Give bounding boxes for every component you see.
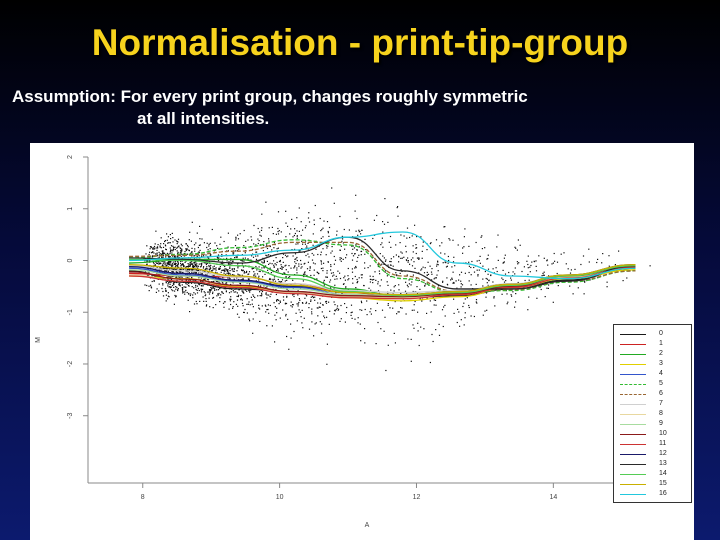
- legend-entry: 5: [614, 379, 691, 389]
- y-tick-label: -1: [67, 309, 74, 315]
- slide-title: Normalisation - print-tip-group: [91, 22, 629, 63]
- legend-swatch: [620, 404, 646, 405]
- legend-entry: 3: [614, 359, 691, 369]
- legend-swatch: [620, 484, 646, 485]
- legend-label: 5: [659, 380, 663, 387]
- legend-label: 10: [659, 430, 667, 437]
- plot-panel: 2 1 0 -1 -2 -3 8 10 12 14 A M 0 1 2 3 4 5 6 7 8 9 10 11 12 13 14 1…: [30, 143, 694, 540]
- legend-entry: 14: [614, 469, 691, 479]
- legend-swatch: [620, 394, 646, 395]
- assumption-line1: Assumption: For every print group, chang…: [12, 87, 528, 106]
- series-line-13: [129, 236, 636, 290]
- legend-label: 13: [659, 460, 667, 467]
- legend-swatch: [620, 464, 646, 465]
- legend-label: 4: [659, 370, 663, 377]
- y-tick-label: 0: [67, 258, 74, 262]
- legend-label: 7: [659, 400, 663, 407]
- legend-swatch: [620, 454, 646, 455]
- legend-entry: 11: [614, 439, 691, 449]
- legend-entry: 7: [614, 399, 691, 409]
- legend-swatch: [620, 334, 646, 335]
- legend-entry: 8: [614, 409, 691, 419]
- x-axis-label: A: [365, 522, 370, 529]
- legend-label: 3: [659, 360, 663, 367]
- legend-label: 0: [659, 330, 663, 337]
- legend-label: 12: [659, 450, 667, 457]
- legend-entry: 0: [614, 329, 691, 339]
- legend-swatch: [620, 424, 646, 425]
- legend-label: 8: [659, 410, 663, 417]
- legend-entry: 2: [614, 349, 691, 359]
- legend-label: 14: [659, 470, 667, 477]
- legend-label: 6: [659, 390, 663, 397]
- legend-label: 15: [659, 480, 667, 487]
- series-line-16: [129, 231, 636, 280]
- legend-swatch: [620, 384, 646, 385]
- legend-swatch: [620, 354, 646, 355]
- legend-entry: 4: [614, 369, 691, 379]
- y-tick-label: -2: [67, 361, 74, 367]
- legend-swatch: [620, 474, 646, 475]
- legend-swatch: [620, 374, 646, 375]
- legend-label: 16: [659, 490, 667, 497]
- legend-entry: 6: [614, 389, 691, 399]
- y-tick-label: 2: [67, 155, 74, 159]
- legend-label: 2: [659, 350, 663, 357]
- x-tick-label: 14: [549, 494, 557, 501]
- legend-label: 1: [659, 340, 663, 347]
- legend-swatch: [620, 414, 646, 415]
- legend-swatch: [620, 364, 646, 365]
- legend-label: 9: [659, 420, 663, 427]
- legend-entry: 13: [614, 459, 691, 469]
- legend-entry: 1: [614, 339, 691, 349]
- legend-swatch: [620, 444, 646, 445]
- legend: 0 1 2 3 4 5 6 7 8 9 10 11 12 13 14 15 16: [613, 324, 692, 503]
- legend-entry: 9: [614, 419, 691, 429]
- assumption-line2: at all intensities.: [137, 109, 270, 128]
- x-tick-label: 12: [413, 494, 421, 501]
- legend-swatch: [620, 434, 646, 435]
- y-tick-label: 1: [67, 207, 74, 211]
- assumption-text: Assumption: For every print group, chang…: [12, 86, 528, 130]
- x-tick-label: 10: [276, 494, 284, 501]
- legend-swatch: [620, 344, 646, 345]
- series-line-5: [129, 239, 636, 294]
- y-tick-label: -3: [67, 413, 74, 419]
- legend-swatch: [620, 494, 646, 495]
- legend-entry: 15: [614, 479, 691, 489]
- legend-entry: 12: [614, 449, 691, 459]
- series-line-11: [129, 267, 636, 300]
- x-tick-label: 8: [141, 494, 145, 501]
- legend-entry: 16: [614, 489, 691, 499]
- y-axis-label: M: [35, 337, 42, 343]
- legend-label: 11: [659, 440, 667, 447]
- legend-entry: 10: [614, 429, 691, 439]
